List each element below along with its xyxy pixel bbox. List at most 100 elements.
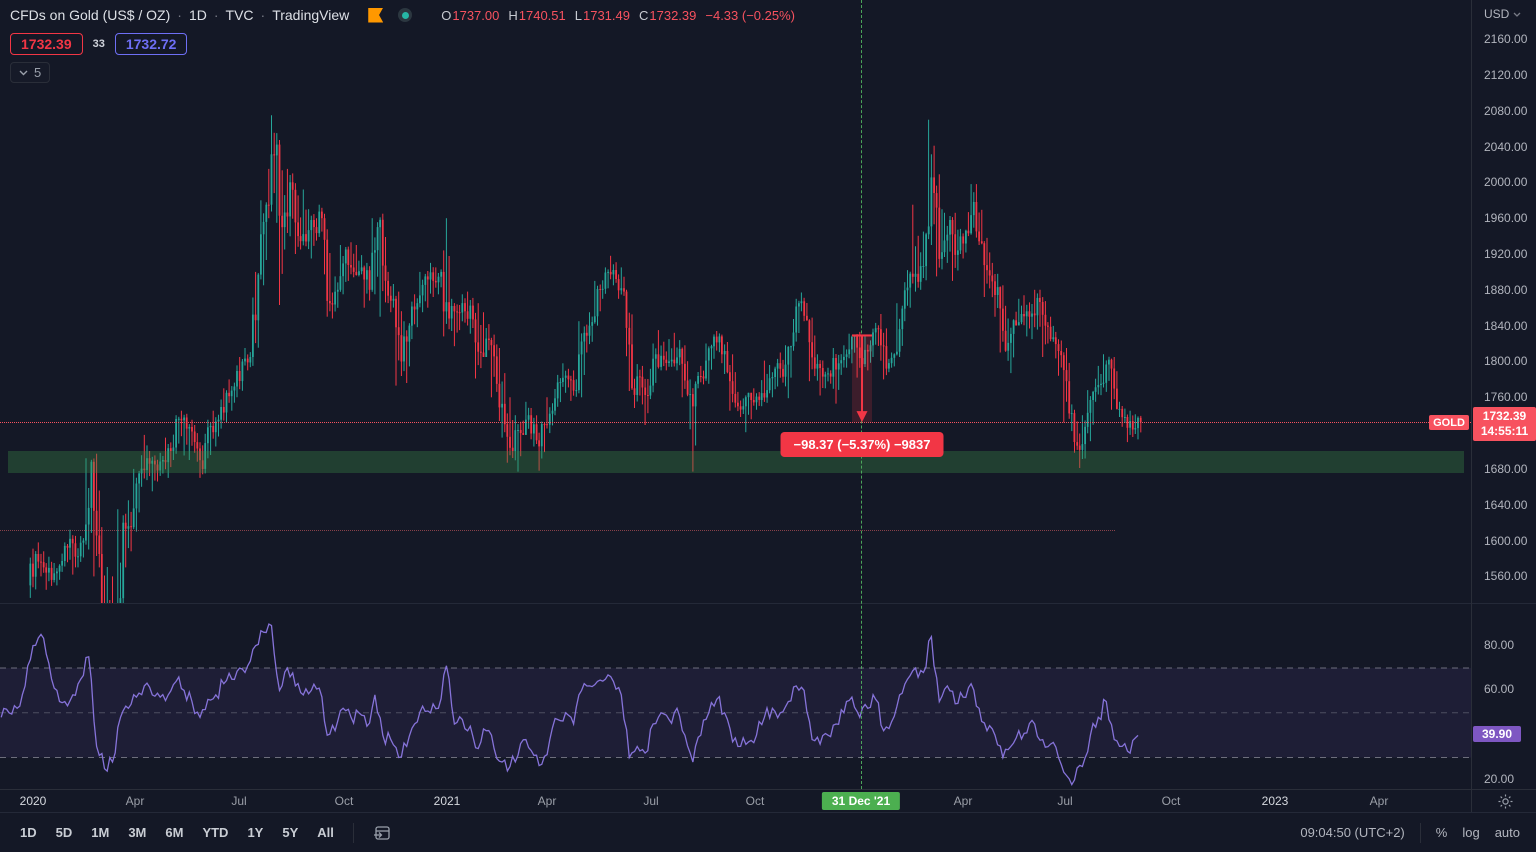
price-tick: 1680.00 <box>1484 461 1528 476</box>
price-tick: 1920.00 <box>1484 246 1528 261</box>
current-price-line <box>0 422 1471 423</box>
range-button-3m[interactable]: 3M <box>128 825 147 840</box>
price-axis-currency-menu[interactable]: USD <box>1484 7 1521 21</box>
price-tick: 2000.00 <box>1484 175 1528 190</box>
spread-value: 33 <box>92 38 105 50</box>
time-tick: Apr <box>125 794 145 808</box>
sell-button[interactable]: 1732.39 <box>10 33 83 55</box>
time-tick: Oct <box>1161 794 1181 808</box>
range-button-ytd[interactable]: YTD <box>202 825 229 840</box>
percent-scale-button[interactable]: % <box>1435 825 1448 840</box>
price-tick: 1760.00 <box>1484 390 1528 405</box>
range-button-6m[interactable]: 6M <box>165 825 184 840</box>
price-tick: 2080.00 <box>1484 103 1528 118</box>
time-tick: Jul <box>1057 794 1073 808</box>
rsi-tick: 60.00 <box>1484 682 1515 697</box>
rsi-tick: 20.00 <box>1484 771 1515 786</box>
range-button-5d[interactable]: 5D <box>55 825 73 840</box>
toolbar-divider <box>352 822 354 843</box>
rsi-pane[interactable] <box>0 603 1471 789</box>
open-value: 1737.00 <box>452 7 500 23</box>
auto-scale-button[interactable]: auto <box>1494 825 1520 840</box>
range-button-1d[interactable]: 1D <box>20 825 37 840</box>
range-button-5y[interactable]: 5Y <box>282 825 299 840</box>
crosshair-date-badge: 31 Dec '21 <box>821 792 901 810</box>
bottom-toolbar: 1D 5D 1M 3M 6M YTD 1Y 5Y All 09:04:50 (UTC+2) % … <box>0 812 1536 852</box>
price-tick: 2160.00 <box>1484 32 1528 47</box>
time-tick: 2021 <box>433 794 461 808</box>
date-range-buttons: 1D 5D 1M 3M 6M YTD 1Y 5Y All <box>20 813 392 852</box>
chevron-down-icon <box>1513 12 1521 17</box>
price-tick: 1560.00 <box>1484 569 1528 584</box>
exchange-label[interactable]: TVC <box>225 7 254 23</box>
time-tick: Apr <box>953 794 973 808</box>
last-price-value: 1732.39 <box>1482 409 1527 423</box>
rsi-tick: 80.00 <box>1484 637 1515 652</box>
price-tick: 1840.00 <box>1484 318 1528 333</box>
pane-separator[interactable] <box>1471 603 1536 604</box>
bar-countdown: 14:55:11 <box>1480 424 1529 438</box>
range-button-all[interactable]: All <box>317 825 334 840</box>
time-tick: Jul <box>231 794 247 808</box>
low-label: L <box>574 7 582 23</box>
trade-buttons-row: 1732.39 33 1732.72 <box>10 33 188 55</box>
high-label: H <box>508 7 518 23</box>
close-value: 1732.39 <box>649 7 697 23</box>
exchange-flag-icon <box>368 7 384 23</box>
buy-button[interactable]: 1732.72 <box>114 33 188 55</box>
close-label: C <box>638 7 649 23</box>
time-tick: 2020 <box>19 794 47 808</box>
price-tick: 1960.00 <box>1484 211 1528 226</box>
sun-icon <box>1498 794 1512 809</box>
clock-timezone-button[interactable]: 09:04:50 (UTC+2) <box>1300 825 1405 840</box>
change-value: −4.33 (−0.25%) <box>705 7 795 23</box>
range-button-1m[interactable]: 1M <box>91 825 110 840</box>
time-tick: Oct <box>745 794 765 808</box>
collapse-count: 5 <box>34 65 42 80</box>
time-tick: Jul <box>643 794 659 808</box>
price-tick: 1880.00 <box>1484 282 1528 297</box>
open-label: O <box>441 7 452 23</box>
toolbar-right-section: 09:04:50 (UTC+2) % log auto <box>1300 813 1520 852</box>
rsi-line-svg <box>0 623 1471 787</box>
chart-legend: CFDs on Gold (US$ / OZ) · 1D · TVC · Tra… <box>10 7 795 23</box>
high-value: 1740.51 <box>518 7 566 23</box>
price-tick: 1600.00 <box>1484 533 1528 548</box>
log-scale-button[interactable]: log <box>1462 825 1480 840</box>
currency-label: USD <box>1484 7 1510 21</box>
time-tick: 2023 <box>1261 794 1289 808</box>
rsi-value-badge: 39.90 <box>1473 726 1521 743</box>
low-value: 1731.49 <box>582 7 630 23</box>
measure-tooltip: −98.37 (−5.37%) −9837 <box>780 432 944 457</box>
last-price-badge: 1732.39 14:55:11 <box>1473 407 1536 441</box>
price-axis[interactable]: USD 2160.00 2120.00 2080.00 2040.00 2000.00 1… <box>1471 0 1536 812</box>
chevron-down-icon <box>19 70 28 75</box>
time-tick: Apr <box>1369 794 1389 808</box>
toolbar-divider <box>1419 822 1421 843</box>
measure-arrow-icon <box>852 334 872 422</box>
separator-dot: · <box>177 7 182 23</box>
ohlc-values: O 1737.00 H 1740.51 L 1731.49 C 1732.39 −4.3… <box>441 8 795 23</box>
symbol-title[interactable]: CFDs on Gold (US$ / OZ) <box>10 7 171 23</box>
time-axis[interactable]: 2020 Apr Jul Oct 2021 Apr Jul Oct Apr Jul Oct 2023 A… <box>0 789 1536 812</box>
go-to-date-icon[interactable] <box>373 823 392 842</box>
price-candles-svg <box>29 115 1142 603</box>
range-button-1y[interactable]: 1Y <box>247 825 264 840</box>
measure-tool-box[interactable] <box>852 333 872 422</box>
market-status-icon[interactable] <box>398 8 413 22</box>
interval-label[interactable]: 1D <box>188 7 207 23</box>
support-zone-rectangle[interactable] <box>8 451 1464 473</box>
time-axis-settings-button[interactable] <box>1492 793 1518 810</box>
price-tick: 1800.00 <box>1484 354 1528 369</box>
price-tick: 2120.00 <box>1484 67 1528 82</box>
price-pane[interactable]: −98.37 (−5.37%) −9837 GOLD <box>0 0 1471 603</box>
separator-dot: · <box>260 7 266 23</box>
legend-collapse-button[interactable]: 5 <box>10 62 51 83</box>
time-tick: Oct <box>334 794 354 808</box>
time-tick: Apr <box>537 794 557 808</box>
price-tick: 2040.00 <box>1484 139 1528 154</box>
separator-dot: · <box>213 7 219 23</box>
brand-label[interactable]: TradingView <box>272 7 350 23</box>
price-tick: 1640.00 <box>1484 497 1528 512</box>
